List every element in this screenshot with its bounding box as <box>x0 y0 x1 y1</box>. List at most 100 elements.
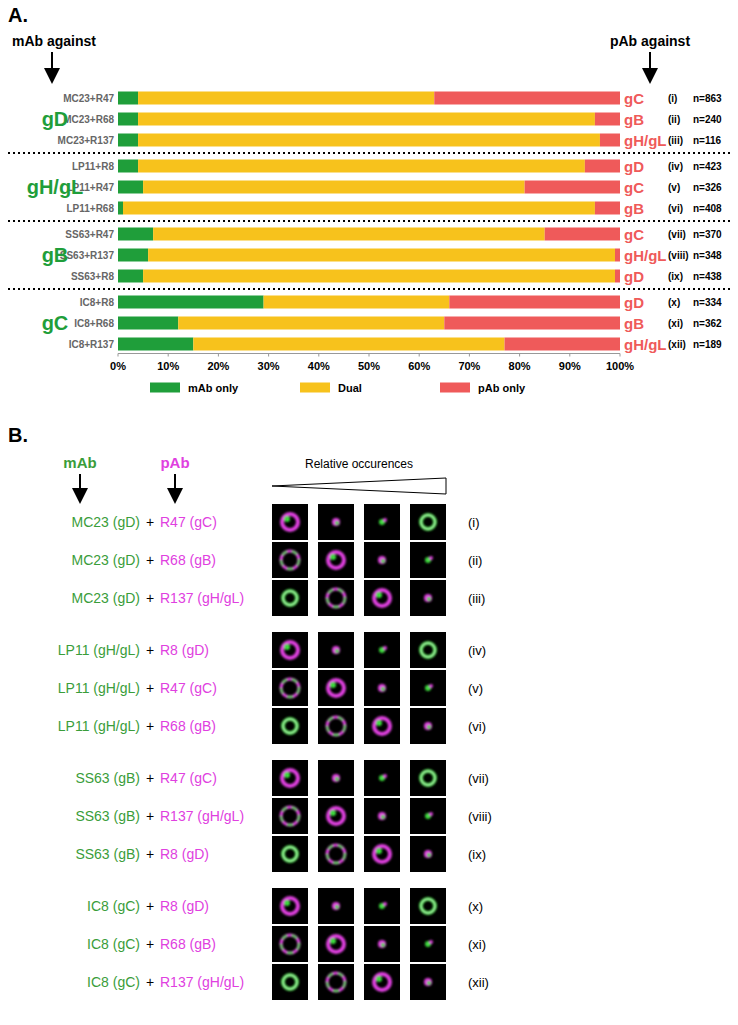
dot <box>332 518 340 526</box>
pab-target: gB <box>624 315 644 332</box>
micrograph-signal <box>281 807 299 825</box>
micrograph-bg <box>272 542 308 578</box>
row-id: (xi) <box>468 937 486 952</box>
legend-label: mAb only <box>188 382 239 394</box>
row-id: (vi) <box>468 719 486 734</box>
micrograph-bg <box>318 542 354 578</box>
row-id: (vii) <box>668 229 686 240</box>
bar-segment <box>595 113 620 126</box>
arrow <box>51 52 53 76</box>
micrograph-signal <box>424 594 432 602</box>
x-tick <box>369 354 370 357</box>
overlap <box>283 847 297 861</box>
pab-target: gD <box>624 294 644 311</box>
joiner: + <box>146 770 154 786</box>
micrograph-bg <box>318 888 354 924</box>
ring <box>281 551 299 569</box>
dot <box>284 644 290 650</box>
mab-label: IC8 (gC) <box>87 898 140 914</box>
micrograph <box>318 926 354 962</box>
ring <box>421 643 435 657</box>
x-tick-label: 60% <box>408 360 430 372</box>
micrograph-signal <box>421 771 435 785</box>
micrograph <box>364 542 400 578</box>
micrograph-bg <box>364 708 400 744</box>
dot <box>335 521 339 525</box>
ring <box>421 899 435 913</box>
micrograph-bg <box>272 888 308 924</box>
micrograph <box>410 504 446 540</box>
x-tick-label: 100% <box>606 360 634 372</box>
x-tick-label: 50% <box>358 360 380 372</box>
dot <box>378 940 386 948</box>
micrograph <box>364 632 400 668</box>
category-label: MC23+R47 <box>63 93 114 104</box>
pab-target: gH/gL <box>624 247 667 264</box>
dot <box>383 646 387 650</box>
micrograph <box>272 760 308 796</box>
ring <box>283 591 297 605</box>
row-id: (iii) <box>468 591 485 606</box>
micrograph <box>410 632 446 668</box>
row-id: (i) <box>468 515 480 530</box>
micrograph <box>410 836 446 872</box>
bar-segment <box>545 228 620 241</box>
bar-segment <box>118 92 138 105</box>
dot <box>381 559 385 563</box>
row-id: (iv) <box>668 161 683 172</box>
micrograph <box>364 760 400 796</box>
x-tick-label: 80% <box>509 360 531 372</box>
joiner: + <box>146 898 154 914</box>
overlap <box>283 591 297 605</box>
ring <box>282 770 298 786</box>
mab-label: MC23 (gD) <box>72 514 140 530</box>
row-id: (ix) <box>468 847 486 862</box>
ring <box>281 679 299 697</box>
micrograph-bg <box>364 926 400 962</box>
micrograph <box>272 504 308 540</box>
mab-label: SS63 (gB) <box>75 808 140 824</box>
ring <box>327 589 345 607</box>
micrograph <box>318 798 354 834</box>
dot <box>383 902 387 906</box>
group-separator <box>8 288 730 290</box>
overlap <box>421 515 435 529</box>
micrograph-signal <box>424 722 432 730</box>
micrograph-signal <box>374 590 390 606</box>
x-tick-label: 20% <box>207 360 229 372</box>
category-label: MC23+R137 <box>58 135 115 146</box>
micrograph-signal <box>283 975 297 989</box>
bar-segment <box>138 92 434 105</box>
micrograph-signal <box>374 846 390 862</box>
pab-label: R47 (gC) <box>160 514 217 530</box>
micrograph-bg <box>318 798 354 834</box>
legend-swatch <box>300 383 330 393</box>
ring <box>327 845 345 863</box>
dot <box>424 850 432 858</box>
dot <box>378 812 386 820</box>
micrograph <box>410 542 446 578</box>
ring <box>281 807 299 825</box>
micrograph-signal <box>332 902 340 910</box>
micrograph-bg <box>318 926 354 962</box>
arrow <box>79 474 81 496</box>
row-n: n=116 <box>693 135 722 146</box>
micrograph <box>272 670 308 706</box>
dot <box>335 649 339 653</box>
micrograph-signal <box>332 774 340 782</box>
mab-label: SS63 (gB) <box>75 846 140 862</box>
micrograph-signal <box>283 591 297 605</box>
group-separator <box>8 220 730 222</box>
ring <box>282 642 298 658</box>
row-n: n=438 <box>693 271 722 282</box>
row-id: (ix) <box>668 271 683 282</box>
micrograph-bg <box>272 964 308 1000</box>
micrograph <box>272 798 308 834</box>
ring <box>374 974 390 990</box>
ring <box>283 847 297 861</box>
micrograph-signal <box>328 808 344 824</box>
micrograph-signal <box>281 935 299 953</box>
row-id: (vii) <box>468 771 489 786</box>
bar-segment <box>434 92 620 105</box>
micrograph-signal <box>378 556 386 564</box>
